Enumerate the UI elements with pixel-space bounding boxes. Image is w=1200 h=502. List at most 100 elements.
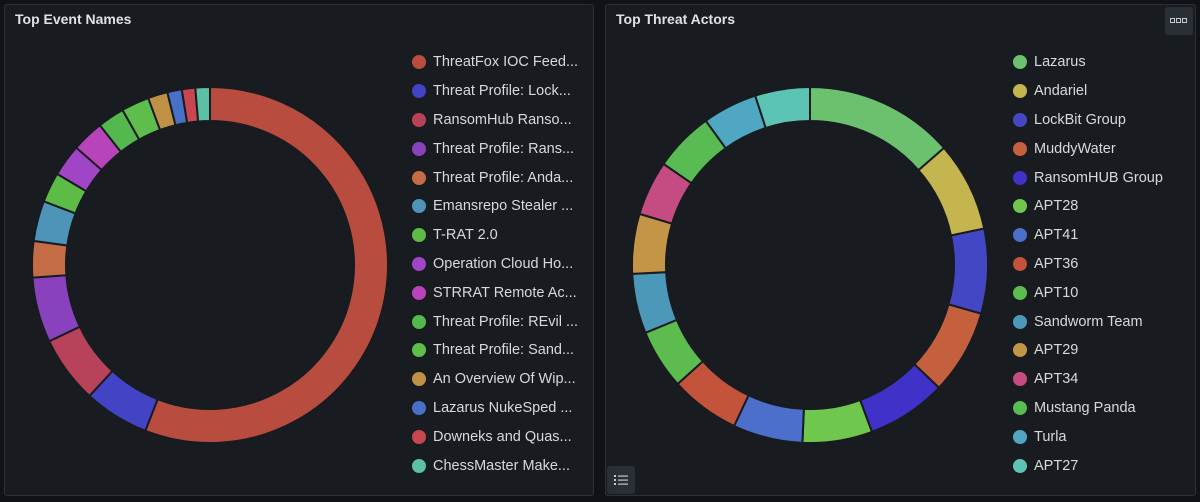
- legend-label: Downeks and Quas...: [433, 428, 572, 445]
- chart-legend: Lazarus Andariel LockBit Group MuddyWater Ra…: [1013, 48, 1193, 480]
- legend-label: RansomHUB Group: [1034, 169, 1163, 186]
- legend-swatch: [412, 372, 426, 387]
- legend-label: APT10: [1034, 284, 1079, 301]
- legend-item[interactable]: Threat Profile: Rans...: [412, 134, 590, 163]
- legend-label: APT41: [1034, 227, 1079, 244]
- legend-item[interactable]: RansomHub Ranso...: [412, 106, 590, 135]
- list-icon: [614, 475, 628, 485]
- legend-label: Emansrepo Stealer ...: [433, 198, 574, 215]
- legend-item[interactable]: ChessMaster Make...: [412, 451, 590, 480]
- legend-swatch: [1013, 141, 1027, 156]
- legend-item[interactable]: T-RAT 2.0: [412, 221, 590, 250]
- legend-label: MuddyWater: [1034, 140, 1116, 157]
- legend-label: Andariel: [1034, 83, 1088, 100]
- legend-item[interactable]: Turla: [1013, 422, 1193, 451]
- donut-slice[interactable]: [809, 85, 946, 172]
- legend-item[interactable]: Emansrepo Stealer ...: [412, 192, 590, 221]
- legend-item[interactable]: MuddyWater: [1013, 134, 1193, 163]
- donut-slice[interactable]: [31, 239, 69, 279]
- legend-swatch: [1013, 199, 1027, 214]
- legend-swatch: [412, 84, 426, 99]
- legend-swatch: [1013, 400, 1027, 415]
- legend-item[interactable]: APT29: [1013, 336, 1193, 365]
- legend-label: Operation Cloud Ho...: [433, 255, 574, 272]
- donut-slice[interactable]: [801, 398, 874, 444]
- legend-item[interactable]: LockBit Group: [1013, 106, 1193, 135]
- legend-swatch: [1013, 314, 1027, 329]
- legend-swatch: [412, 55, 426, 70]
- legend-item[interactable]: STRRAT Remote Ac...: [412, 278, 590, 307]
- panel-title: Top Threat Actors: [616, 11, 736, 27]
- donut-chart: [631, 85, 989, 444]
- legend-item[interactable]: Threat Profile: Anda...: [412, 163, 590, 192]
- legend-item[interactable]: Mustang Panda: [1013, 394, 1193, 423]
- legend-label: Threat Profile: Lock...: [433, 83, 571, 100]
- legend-swatch: [412, 458, 426, 473]
- legend-item[interactable]: Threat Profile: Sand...: [412, 336, 590, 365]
- legend-label: Lazarus: [1034, 54, 1086, 71]
- legend-swatch: [412, 285, 426, 300]
- legend-item[interactable]: APT34: [1013, 365, 1193, 394]
- legend-item[interactable]: Andariel: [1013, 77, 1193, 106]
- legend-swatch: [1013, 458, 1027, 473]
- legend-label: ThreatFox IOC Feed...: [433, 54, 579, 71]
- legend-label: An Overview Of Wip...: [433, 371, 576, 388]
- legend-item[interactable]: Lazarus: [1013, 48, 1193, 77]
- legend-item[interactable]: Threat Profile: Lock...: [412, 77, 590, 106]
- legend-item[interactable]: Operation Cloud Ho...: [412, 250, 590, 279]
- legend-item[interactable]: APT41: [1013, 221, 1193, 250]
- legend-label: APT27: [1034, 457, 1079, 474]
- legend-item[interactable]: An Overview Of Wip...: [412, 365, 590, 394]
- legend-label: Threat Profile: Sand...: [433, 342, 575, 359]
- legend-label: STRRAT Remote Ac...: [433, 284, 577, 301]
- donut-slice[interactable]: [917, 146, 986, 237]
- legend-swatch: [1013, 256, 1027, 271]
- legend-item[interactable]: Lazarus NukeSped ...: [412, 394, 590, 423]
- donut-slice[interactable]: [947, 227, 989, 315]
- legend-swatch: [412, 400, 426, 415]
- legend-label: Lazarus NukeSped ...: [433, 399, 573, 416]
- legend-item[interactable]: APT27: [1013, 451, 1193, 480]
- legend-swatch: [412, 141, 426, 156]
- legend-toggle-button[interactable]: [607, 466, 635, 494]
- legend-label: APT34: [1034, 371, 1079, 388]
- legend-item[interactable]: ThreatFox IOC Feed...: [412, 48, 590, 77]
- legend-swatch: [412, 112, 426, 127]
- legend-swatch: [412, 429, 426, 444]
- legend-label: RansomHub Ranso...: [433, 111, 572, 128]
- legend-item[interactable]: Threat Profile: REvil ...: [412, 307, 590, 336]
- legend-swatch: [1013, 429, 1027, 444]
- legend-label: Threat Profile: REvil ...: [433, 313, 579, 330]
- legend-swatch: [1013, 170, 1027, 185]
- legend-swatch: [412, 314, 426, 329]
- panel-menu-button[interactable]: [1165, 7, 1193, 35]
- donut-slice[interactable]: [144, 85, 389, 444]
- legend-label: Turla: [1034, 428, 1067, 445]
- top-threat-actors-panel: Top Threat Actors Lazarus Andariel LockBit…: [605, 4, 1196, 496]
- legend-label: Sandworm Team: [1034, 313, 1143, 330]
- donut-chart: [31, 85, 389, 444]
- legend-item[interactable]: APT10: [1013, 278, 1193, 307]
- legend-item[interactable]: RansomHUB Group: [1013, 163, 1193, 192]
- panel-title: Top Event Names: [15, 11, 132, 27]
- legend-item[interactable]: Downeks and Quas...: [412, 422, 590, 451]
- legend-label: Threat Profile: Anda...: [433, 169, 574, 186]
- legend-label: Threat Profile: Rans...: [433, 140, 575, 157]
- legend-swatch: [1013, 84, 1027, 99]
- legend-item[interactable]: APT28: [1013, 192, 1193, 221]
- legend-item[interactable]: Sandworm Team: [1013, 307, 1193, 336]
- donut-slice[interactable]: [194, 85, 211, 123]
- legend-label: APT36: [1034, 255, 1079, 272]
- legend-label: LockBit Group: [1034, 111, 1126, 128]
- legend-label: ChessMaster Make...: [433, 457, 570, 474]
- legend-swatch: [1013, 285, 1027, 300]
- legend-label: T-RAT 2.0: [433, 227, 498, 244]
- legend-swatch: [1013, 372, 1027, 387]
- top-event-names-panel: Top Event Names ThreatFox IOC Feed... Thr…: [4, 4, 594, 496]
- legend-swatch: [1013, 55, 1027, 70]
- donut-slice[interactable]: [753, 85, 811, 130]
- legend-item[interactable]: APT36: [1013, 250, 1193, 279]
- legend-swatch: [1013, 228, 1027, 243]
- legend-swatch: [412, 256, 426, 271]
- legend-label: Mustang Panda: [1034, 399, 1136, 416]
